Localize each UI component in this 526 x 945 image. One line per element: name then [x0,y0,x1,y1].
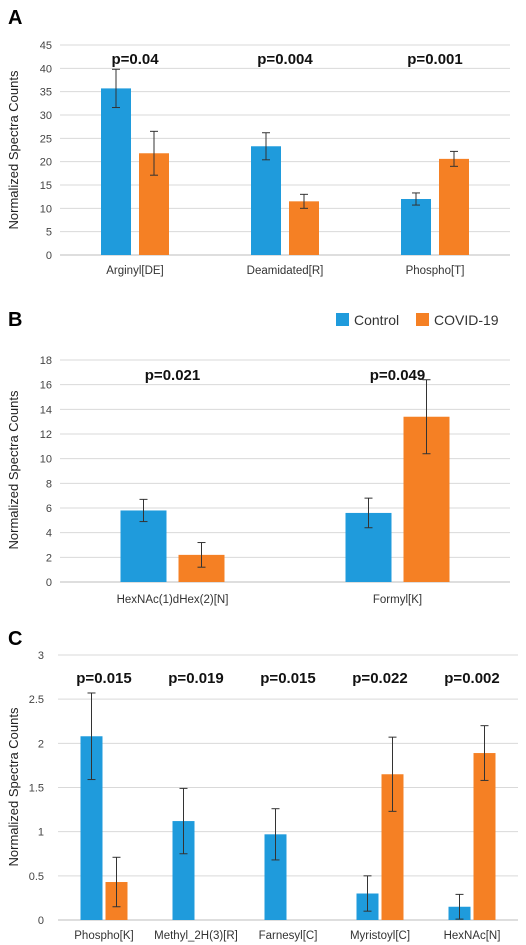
covid-bar [289,201,319,255]
control-bar [172,821,195,920]
y-tick-label: 18 [40,355,52,367]
y-tick-label: 35 [40,87,52,99]
y-tick-label: 0.5 [29,871,44,883]
x-category-label: Deamidated[R] [247,265,324,277]
control-bar [80,736,103,920]
x-category-label: Myristoyl[C] [350,930,410,942]
y-tick-label: 0 [38,915,44,927]
y-tick-label: 10 [40,454,52,466]
y-tick-label: 8 [46,478,52,490]
legend-swatch [416,313,429,326]
y-tick-label: 2 [38,738,44,750]
x-category-label: Methyl_2H(3)[R] [154,930,238,942]
covid-bar [381,774,404,920]
y-tick-label: 0 [46,577,52,589]
panel-label: A [8,7,22,29]
covid-bar [439,158,469,255]
y-tick-label: 2 [46,552,52,564]
p-value-annotation: p=0.04 [111,51,159,68]
y-tick-label: 12 [40,429,52,441]
x-category-label: Phospho[K] [74,930,133,942]
chart-panel-a: A Normalized Spectra Counts 0 5 10 15 20 25 30 35… [6,7,510,277]
panel-label: C [8,628,22,650]
covid-bar [473,753,496,920]
control-bar [101,88,131,256]
y-tick-label: 5 [46,227,52,239]
y-tick-label: 15 [40,180,52,192]
p-value-annotation: p=0.002 [444,670,499,687]
control-bar [120,510,167,582]
y-axis-title: Normalized Spectra Counts [6,70,21,229]
y-axis-title: Normalized Spectra Counts [6,390,21,549]
y-tick-label: 40 [40,63,52,75]
y-tick-label: 20 [40,157,52,169]
y-tick-label: 2.5 [29,694,44,706]
legend-swatch [336,313,349,326]
y-tick-label: 4 [46,528,52,540]
p-value-annotation: p=0.019 [168,670,223,687]
control-bar [401,199,431,255]
control-bar [264,834,287,920]
x-category-label: Formyl[K] [373,594,422,606]
legend-label: Control [354,312,399,328]
p-value-annotation: p=0.049 [370,367,425,384]
p-value-annotation: p=0.021 [145,367,200,384]
p-value-annotation: p=0.022 [352,670,407,687]
legend-label: COVID-19 [434,312,499,328]
y-tick-label: 0 [46,250,52,262]
y-axis-title: Normalized Spectra Counts [6,707,21,866]
y-tick-label: 30 [40,110,52,122]
x-category-label: Farnesyl[C] [259,930,318,942]
x-category-label: Phospho[T] [406,265,465,277]
p-value-annotation: p=0.001 [407,51,462,68]
legend: Control COVID-19 [336,312,499,328]
y-tick-label: 10 [40,203,52,215]
p-value-annotation: p=0.015 [260,670,315,687]
y-tick-label: 25 [40,133,52,145]
x-category-label: HexNAc(1)dHex(2)[N] [117,594,229,606]
y-tick-label: 6 [46,503,52,515]
p-value-annotation: p=0.004 [257,51,313,68]
y-tick-label: 14 [40,404,52,416]
y-tick-label: 16 [40,380,52,392]
y-tick-label: 3 [38,650,44,662]
panel-label: B [8,309,22,331]
x-category-label: Arginyl[DE] [106,265,164,277]
control-bar [251,146,281,255]
y-tick-label: 1 [38,827,44,839]
y-tick-label: 45 [40,40,52,52]
chart-panel-c: C Normalized Spectra Counts 0 0.5 1 1.5 2 2.5 3 P… [6,628,518,942]
y-tick-label: 1.5 [29,783,44,795]
chart-panel-b: B Normalized Spectra Counts 0 2 4 6 8 10 12 14 16 1… [6,309,510,606]
x-category-label: HexNAc[N] [444,930,501,942]
p-value-annotation: p=0.015 [76,670,131,687]
